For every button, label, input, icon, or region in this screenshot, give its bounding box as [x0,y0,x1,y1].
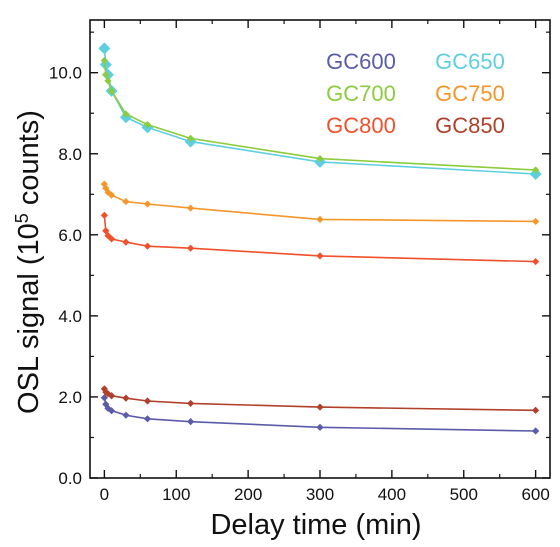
data-point-gc750 [107,191,116,199]
y-tick-label: 0.0 [58,469,82,488]
data-point-gc850 [143,397,152,405]
legend-item-gc750: GC750 [435,81,505,106]
data-point-gc800 [532,257,540,266]
y-axis-title-suffix: counts) [13,110,45,213]
data-point-gc600 [104,404,112,412]
data-point-gc600 [143,415,152,423]
data-point-gc750 [187,204,195,212]
x-axis-ticks: 0 100 200 300 400 500 600 [100,20,550,504]
data-point-gc600 [102,400,110,408]
data-point-gc800 [122,238,130,246]
data-point-gc850 [107,392,116,400]
data-point-gc850 [187,399,195,408]
data-point-gc750 [104,188,112,196]
data-point-gc750 [532,217,540,226]
x-tick-label: 300 [306,485,334,504]
data-point-gc850 [100,385,108,393]
legend-item-gc850: GC850 [435,113,505,138]
legend: GC600 GC650 GC700 GC750 GC800 GC850 [326,49,505,138]
x-tick-label: 500 [450,485,478,504]
data-point-gc800 [143,242,152,250]
x-tick-label: 0 [100,485,109,504]
data-point-gc800 [102,227,110,235]
data-point-gc600 [100,394,108,402]
y-axis-ticks: 0.0 2.0 4.0 6.0 8.0 10.0 [49,31,550,488]
y-tick-label: 10.0 [49,64,82,83]
data-point-gc800 [107,235,116,243]
data-point-gc700 [104,77,112,85]
data-point-gc700 [122,110,130,118]
data-point-gc600 [107,407,116,415]
y-axis-title: OSL signal (105 counts) [12,110,45,414]
data-point-gc700 [316,155,324,163]
data-point-gc700 [532,166,540,174]
data-point-gc600 [316,423,324,431]
x-axis-title: Delay time (min) [210,509,421,541]
y-tick-label: 2.0 [58,388,82,407]
y-axis-title-superscript: 5 [12,213,32,223]
data-point-gc700 [102,71,110,79]
legend-item-gc700: GC700 [326,81,396,106]
y-axis-title-prefix: OSL signal (10 [13,223,45,414]
data-point-gc650 [529,168,542,181]
data-point-gc750 [316,215,324,224]
legend-item-gc650: GC650 [435,49,505,74]
data-point-gc700 [143,120,152,129]
data-point-gc800 [187,244,195,252]
x-tick-label: 600 [521,485,549,504]
data-point-gc850 [122,394,130,402]
x-tick-label: 100 [162,485,190,504]
legend-item-gc800: GC800 [326,113,396,138]
y-tick-label: 4.0 [58,307,82,326]
data-point-gc750 [100,180,108,188]
data-point-gc850 [316,403,324,411]
data-point-gc750 [102,184,110,192]
data-point-gc700 [100,56,108,65]
data-point-gc600 [532,427,540,435]
x-tick-label: 400 [378,485,406,504]
data-point-gc750 [143,200,152,208]
data-point-gc700 [187,134,195,142]
data-point-gc650 [98,42,111,55]
data-point-gc700 [107,87,116,95]
data-point-gc600 [187,418,195,426]
data-point-gc600 [122,411,130,419]
data-point-gc800 [100,211,108,219]
y-tick-label: 6.0 [58,226,82,245]
y-tick-label: 8.0 [58,145,82,164]
data-point-gc850 [104,390,112,398]
data-point-gc750 [122,197,130,206]
legend-item-gc600: GC600 [326,49,396,74]
x-tick-label: 200 [234,485,262,504]
data-point-gc850 [532,406,540,414]
data-point-gc800 [316,252,324,260]
plot-marks [98,42,542,435]
